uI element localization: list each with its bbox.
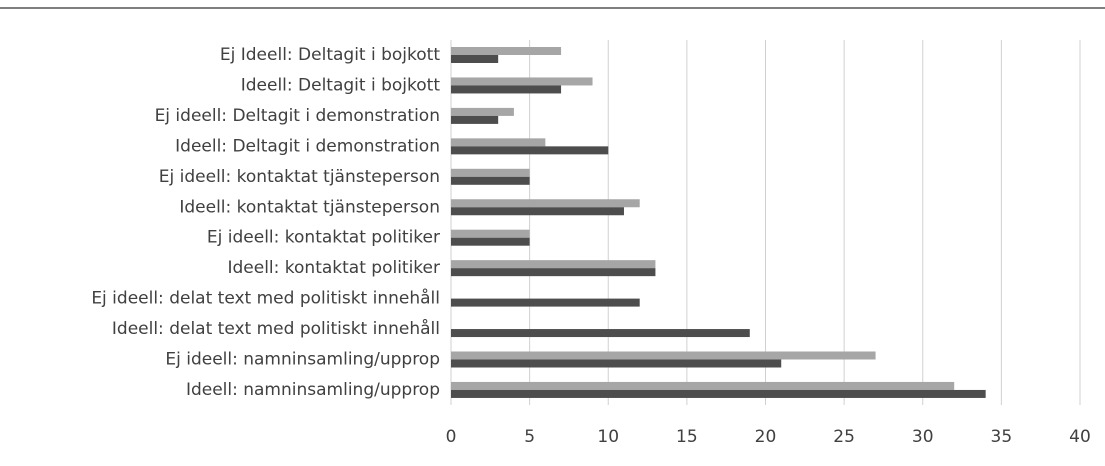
x-tick-label: 10 (597, 427, 619, 447)
bar (451, 85, 562, 94)
bar (451, 107, 514, 116)
bar (451, 77, 593, 86)
bar (451, 237, 530, 246)
x-tick-label: 30 (912, 427, 934, 447)
x-tick-label: 0 (446, 427, 457, 447)
bar (451, 229, 530, 238)
y-tick-label: Ej ideell: delat text med politiskt inne… (91, 288, 440, 309)
x-tick-label: 20 (755, 427, 777, 447)
bar (451, 47, 562, 55)
bar (451, 168, 530, 177)
x-tick-label: 40 (1069, 427, 1091, 447)
y-tick-label: Ej ideell: kontaktat politiker (207, 228, 440, 248)
y-tick-label: Ideell: kontaktat politiker (227, 258, 440, 278)
bar (451, 260, 656, 269)
bar (451, 381, 955, 390)
x-tick-label: 35 (991, 427, 1013, 447)
bar (451, 389, 986, 398)
y-tick-label: Ideell: Deltagit i demonstration (175, 136, 440, 156)
bar (451, 138, 546, 147)
bar (451, 298, 640, 307)
y-tick-label: Ej Ideell: Deltagit i bojkott (220, 45, 440, 65)
bar (451, 55, 499, 63)
y-tick-label: Ej ideell: namninsamling/upprop (165, 350, 440, 370)
y-tick-label: Ej ideell: kontaktat tjänsteperson (159, 167, 440, 187)
y-tick-label: Ideell: delat text med politiskt innehål… (112, 318, 440, 339)
bar (451, 359, 782, 368)
y-tick-label: Ideell: namninsamling/upprop (186, 380, 440, 400)
x-tick-label: 15 (676, 427, 698, 447)
x-tick-label: 25 (833, 427, 855, 447)
x-tick-label: 5 (524, 427, 535, 447)
y-tick-label: Ideell: Deltagit i bojkott (241, 75, 441, 95)
y-tick-label: Ej ideell: Deltagit i demonstration (155, 106, 440, 126)
bar (451, 268, 656, 277)
bar (451, 207, 624, 216)
bar (451, 199, 640, 208)
bar (451, 329, 750, 338)
bar (451, 146, 609, 155)
bar (451, 115, 499, 124)
y-tick-label: Ideell: kontaktat tjänsteperson (179, 197, 440, 217)
bar (451, 176, 530, 185)
bar (451, 351, 876, 360)
